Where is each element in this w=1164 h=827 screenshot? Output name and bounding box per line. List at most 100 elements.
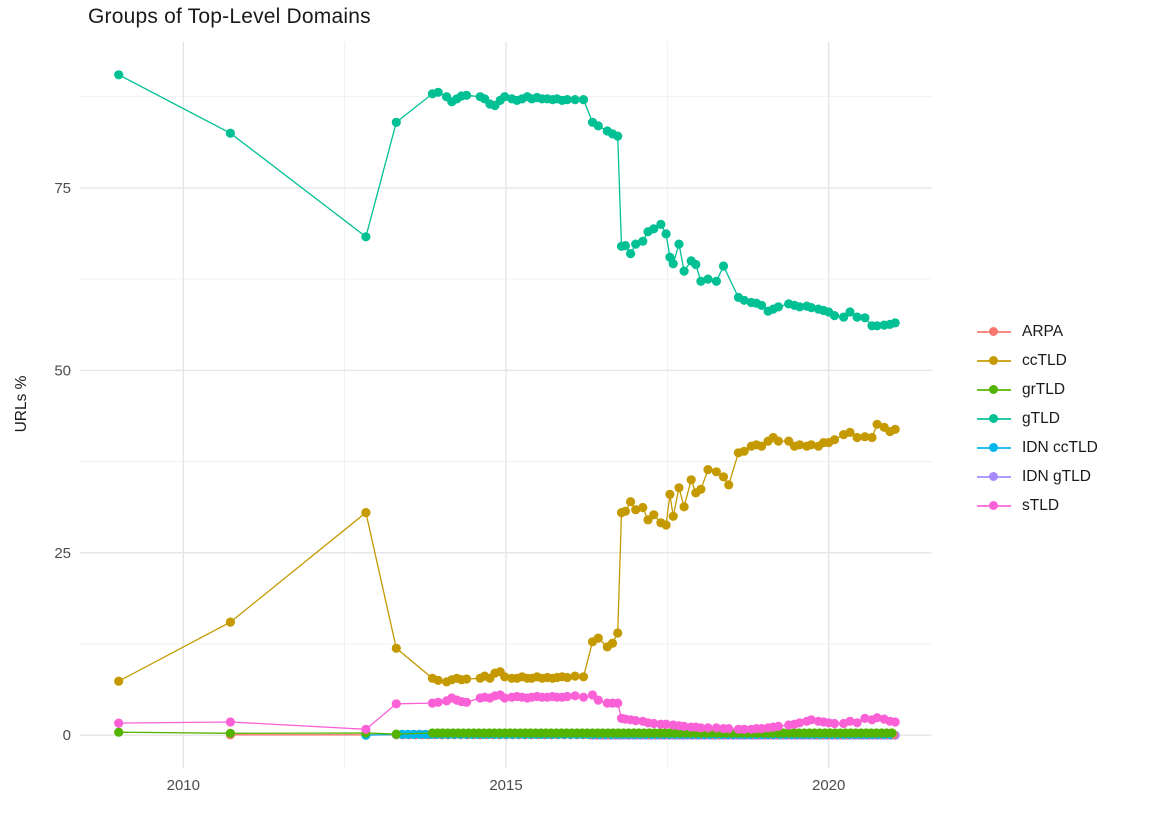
data-point bbox=[638, 502, 648, 513]
data-point bbox=[225, 728, 235, 738]
data-point bbox=[607, 638, 618, 648]
data-point bbox=[674, 483, 684, 493]
chart-title: Groups of Top-Level Domains bbox=[88, 5, 371, 28]
legend-key-dot-icon bbox=[989, 327, 998, 336]
y-tick-label-50: 50 bbox=[54, 362, 71, 379]
data-point bbox=[757, 441, 767, 451]
data-point bbox=[829, 311, 840, 321]
data-point bbox=[795, 302, 805, 312]
data-point bbox=[679, 502, 689, 512]
data-point bbox=[570, 671, 580, 681]
data-point bbox=[649, 718, 659, 729]
data-point bbox=[570, 95, 580, 105]
data-point bbox=[562, 95, 572, 105]
series-stld bbox=[114, 690, 900, 734]
data-point bbox=[679, 721, 689, 732]
legend-item-idn-cctld: IDN ccTLD bbox=[977, 433, 1098, 462]
data-point bbox=[225, 717, 235, 727]
data-point bbox=[829, 718, 840, 729]
data-point bbox=[773, 721, 784, 732]
data-point bbox=[696, 484, 706, 494]
legend-label: ccTLD bbox=[1022, 351, 1067, 369]
data-point bbox=[626, 249, 636, 259]
data-point bbox=[225, 617, 235, 627]
data-point bbox=[691, 259, 701, 270]
data-point bbox=[757, 300, 767, 310]
x-tick-label-2020: 2020 bbox=[812, 777, 845, 794]
data-point bbox=[361, 724, 371, 734]
data-point bbox=[711, 276, 722, 286]
data-point bbox=[462, 90, 472, 100]
legend-item-grtld: grTLD bbox=[977, 375, 1098, 404]
data-point bbox=[872, 713, 882, 723]
data-point bbox=[620, 506, 631, 516]
data-point bbox=[649, 224, 659, 234]
legend-label: IDN gTLD bbox=[1022, 467, 1091, 485]
data-point bbox=[661, 719, 671, 729]
data-point bbox=[679, 266, 689, 276]
data-point bbox=[391, 117, 401, 127]
data-point bbox=[613, 131, 623, 141]
y-tick-label-25: 25 bbox=[54, 545, 71, 562]
series-line bbox=[118, 74, 896, 327]
data-point bbox=[703, 723, 713, 733]
legend-item-idn-gtld: IDN gTLD bbox=[977, 462, 1098, 491]
data-point bbox=[668, 259, 678, 269]
data-point bbox=[661, 229, 671, 239]
data-point bbox=[839, 312, 849, 322]
legend: ARPA ccTLD grTLD gTLD IDN ccTLD IDN gTLD sTLD bbox=[977, 317, 1098, 520]
data-point bbox=[829, 435, 840, 445]
data-point bbox=[696, 276, 706, 286]
legend-label: grTLD bbox=[1022, 380, 1066, 398]
legend-item-cctld: ccTLD bbox=[977, 346, 1098, 375]
data-point bbox=[613, 628, 623, 638]
legend-item-gtld: gTLD bbox=[977, 404, 1098, 433]
legend-key-dot-icon bbox=[989, 443, 998, 452]
y-tick-label-0: 0 bbox=[63, 727, 71, 744]
series-cctld bbox=[114, 419, 900, 687]
data-point bbox=[562, 672, 572, 683]
legend-item-arpa: ARPA bbox=[977, 317, 1098, 346]
legend-label: sTLD bbox=[1022, 496, 1060, 514]
data-point bbox=[578, 95, 589, 105]
data-point bbox=[773, 436, 784, 446]
data-point bbox=[711, 723, 722, 733]
data-point bbox=[872, 321, 882, 331]
data-point bbox=[462, 674, 472, 684]
data-point bbox=[724, 724, 734, 734]
data-point bbox=[433, 87, 443, 97]
data-point bbox=[739, 724, 749, 734]
legend-key-idn-cctld bbox=[977, 442, 1011, 453]
data-point bbox=[361, 507, 371, 518]
x-tick-label-2015: 2015 bbox=[489, 777, 522, 794]
data-point bbox=[860, 313, 870, 323]
legend-key-cctld bbox=[977, 355, 1011, 366]
data-point bbox=[391, 699, 401, 709]
series-gtld bbox=[114, 70, 900, 331]
data-point bbox=[500, 693, 510, 703]
data-point bbox=[668, 511, 678, 521]
data-point bbox=[739, 446, 749, 456]
data-point bbox=[806, 715, 816, 725]
data-point bbox=[872, 419, 882, 429]
data-point bbox=[631, 239, 641, 249]
data-point bbox=[114, 727, 124, 737]
data-point bbox=[114, 718, 124, 728]
legend-key-idn-gtld bbox=[977, 471, 1011, 482]
legend-label: ARPA bbox=[1022, 322, 1064, 340]
data-point bbox=[638, 236, 648, 246]
data-point bbox=[739, 295, 749, 305]
legend-item-stld: sTLD bbox=[977, 491, 1098, 520]
data-point bbox=[433, 697, 443, 707]
data-point bbox=[225, 128, 235, 138]
x-tick-label-2010: 2010 bbox=[167, 777, 200, 794]
data-point bbox=[593, 695, 603, 705]
data-point bbox=[890, 717, 900, 727]
data-point bbox=[795, 718, 805, 728]
data-point bbox=[703, 274, 713, 284]
data-point bbox=[570, 691, 580, 701]
legend-key-dot-icon bbox=[989, 414, 998, 423]
data-point bbox=[500, 92, 510, 102]
data-point bbox=[620, 241, 631, 251]
